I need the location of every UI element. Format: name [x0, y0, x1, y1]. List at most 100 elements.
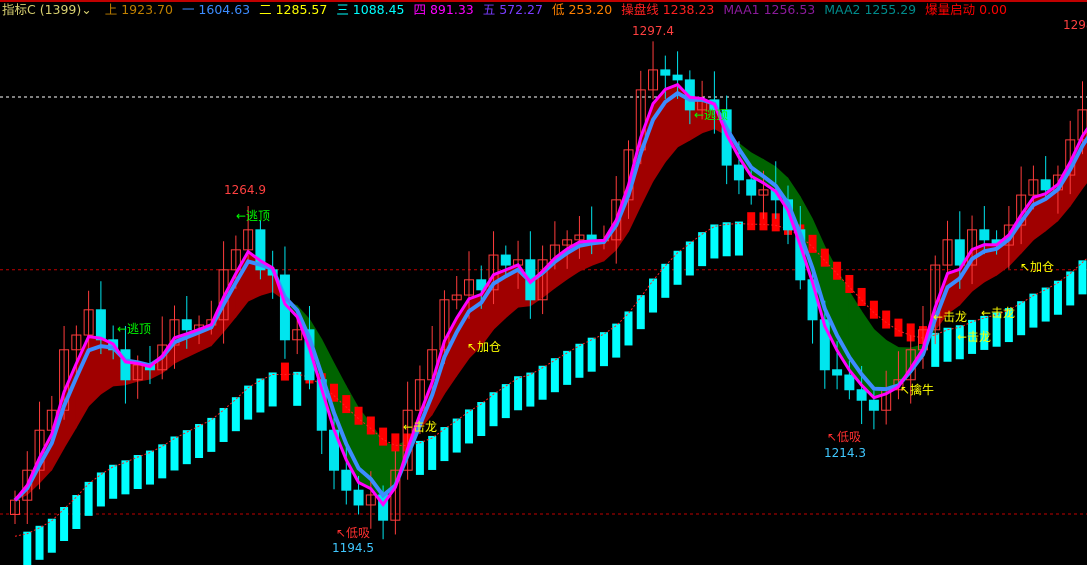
trend-block-up [514, 376, 523, 411]
trend-block-up [563, 350, 572, 385]
trend-block-up [452, 418, 461, 453]
value-number: 0.00 [979, 2, 1007, 17]
trend-block-down [820, 248, 829, 267]
candle-down [95, 309, 106, 341]
candle-down [868, 399, 879, 411]
top-border [0, 0, 1087, 2]
signal-add-position: ↖加仓 [467, 340, 502, 354]
trend-block-down [747, 212, 756, 231]
indicator-value-7: 操盘线 1238.23 [621, 2, 714, 17]
trend-block-up [1017, 301, 1026, 336]
value-name: MAA2 [824, 2, 865, 17]
indicator-value-6: 低 253.20 [552, 2, 612, 17]
trend-block-down [379, 427, 388, 446]
trend-block-up [612, 323, 621, 358]
trend-block-down [833, 261, 842, 280]
trend-block-up [145, 450, 154, 485]
trend-dotted-line [14, 223, 1087, 537]
value-name: 上 [104, 2, 122, 17]
trend-block-up [440, 427, 449, 462]
trend-block-down [280, 362, 289, 381]
trend-block-down [845, 274, 854, 293]
trend-block-down [759, 212, 768, 231]
value-name: 五 [482, 2, 500, 17]
trend-block-up [722, 222, 731, 257]
trend-block-up [477, 402, 486, 437]
trend-block-up [1078, 260, 1087, 295]
value-name: MAA1 [723, 2, 764, 17]
indicator-value-9: MAA2 1255.29 [824, 2, 916, 17]
candle-up [439, 299, 450, 351]
value-number: 253.20 [568, 2, 613, 17]
signal-escape-top: ←逃顶 [236, 209, 271, 223]
value-number: 572.27 [499, 2, 543, 17]
indicator-value-5: 五 572.27 [483, 2, 543, 17]
candle-up [83, 309, 94, 336]
candle-down [586, 234, 597, 241]
trend-block-up [109, 464, 118, 499]
trend-block-up [636, 295, 645, 330]
trend-block-up [231, 397, 240, 432]
indicator-value-4: 四 891.33 [414, 2, 474, 17]
signal-strike-dragon: ←击龙 [933, 310, 968, 324]
trend-block-up [538, 365, 547, 400]
trend-block-up [698, 232, 707, 267]
trend-block-up [133, 455, 142, 490]
candle-down [120, 349, 131, 381]
trend-block-up [60, 506, 69, 541]
candle-up [562, 239, 573, 246]
trend-block-up [575, 343, 584, 378]
candle-up [463, 279, 474, 296]
trend-block-up [23, 531, 32, 565]
candle-down [979, 229, 990, 241]
trend-block-up [158, 444, 167, 479]
trend-block-up [96, 472, 105, 507]
candle-up [132, 364, 143, 381]
trend-block-down [808, 234, 817, 253]
indicator-value-0: 上 1923.70 [105, 2, 173, 17]
candle-up [758, 189, 769, 196]
price-label-high: 1297.4 [632, 24, 674, 38]
candle-down [660, 69, 671, 76]
price-label-low: 1214.3 [824, 446, 866, 460]
signal-buy-low: ↖低吸 [827, 430, 862, 444]
candle-down [341, 469, 352, 491]
chevron-down-icon[interactable]: ⌄ [81, 2, 92, 17]
value-number: 1923.70 [121, 2, 173, 17]
value-number: 1285.57 [275, 2, 328, 17]
indicator-name[interactable]: 指标C (1399)⌄ [2, 2, 92, 17]
trend-block-up [943, 327, 952, 362]
candle-up [292, 329, 303, 341]
price-label-high: 1298 [1063, 18, 1087, 32]
price-label-high: 1264.9 [224, 183, 266, 197]
trend-block-up [219, 407, 228, 442]
trend-block-up [526, 372, 535, 407]
trend-block-up [268, 372, 277, 407]
value-number: 1238.23 [662, 2, 715, 17]
value-name: 一 [181, 2, 199, 17]
value-number: 1255.29 [864, 2, 917, 17]
value-name: 操盘线 [621, 2, 663, 17]
candle-up [574, 234, 585, 241]
trend-block-up [649, 278, 658, 313]
trend-block-up [489, 392, 498, 427]
signal-add-position: ↖加仓 [1020, 260, 1055, 274]
trend-block-up [599, 332, 608, 367]
trend-block-up [415, 440, 424, 475]
trend-block-up [428, 435, 437, 470]
value-number: 891.33 [429, 2, 474, 17]
value-number: 1088.45 [352, 2, 405, 17]
bull-band-segment [947, 268, 961, 315]
trend-block-up [195, 423, 204, 458]
signal-strike-dragon: ←击龙 [981, 306, 1016, 320]
indicator-value-8: MAA1 1256.53 [723, 2, 815, 17]
trend-block-up [464, 409, 473, 444]
candle-down [844, 374, 855, 391]
trend-block-up [710, 224, 719, 259]
trend-block-up [550, 358, 559, 393]
price-label-low: 1194.5 [332, 541, 374, 555]
candle-down [1040, 179, 1051, 191]
trend-block-up [1004, 308, 1013, 343]
indicator-value-1: 一 1604.63 [182, 2, 250, 17]
